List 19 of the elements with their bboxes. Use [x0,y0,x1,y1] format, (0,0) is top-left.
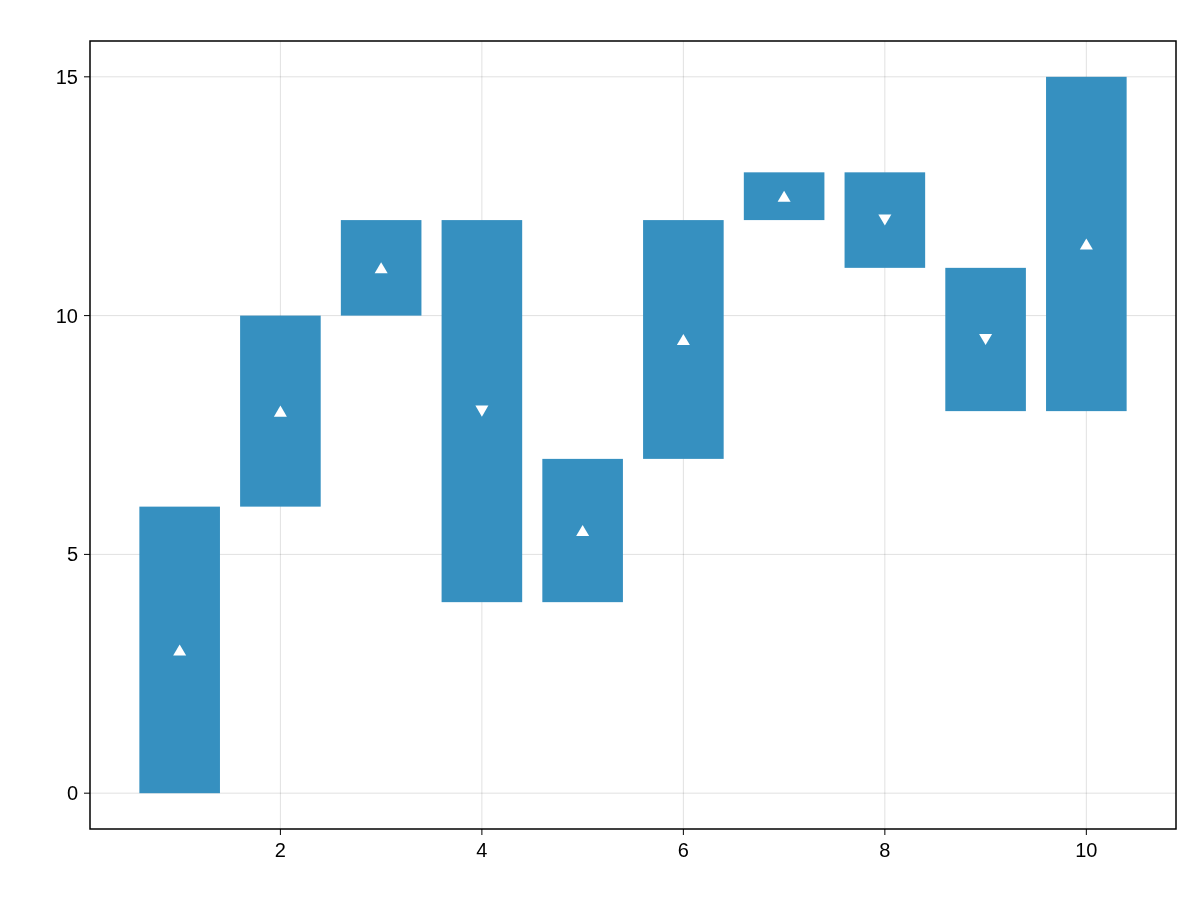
y-tick-label: 5 [66,543,78,566]
bar [643,220,724,459]
bar [1046,76,1127,412]
bar [441,220,523,603]
bar [542,458,623,603]
bar [240,315,321,507]
x-tick-label: 4 [476,839,488,861]
bar [945,267,1026,412]
bar [340,220,422,316]
bar [743,172,825,221]
bar [844,172,926,268]
x-tick-label: 8 [879,839,891,861]
x-tick-label: 2 [274,839,286,861]
y-tick-label: 15 [55,65,78,88]
y-tick-label: 10 [55,304,78,327]
y-tick-label: 0 [66,782,78,805]
bar [139,506,220,794]
x-tick-label: 6 [677,839,689,861]
x-tick-label: 10 [1075,839,1098,861]
